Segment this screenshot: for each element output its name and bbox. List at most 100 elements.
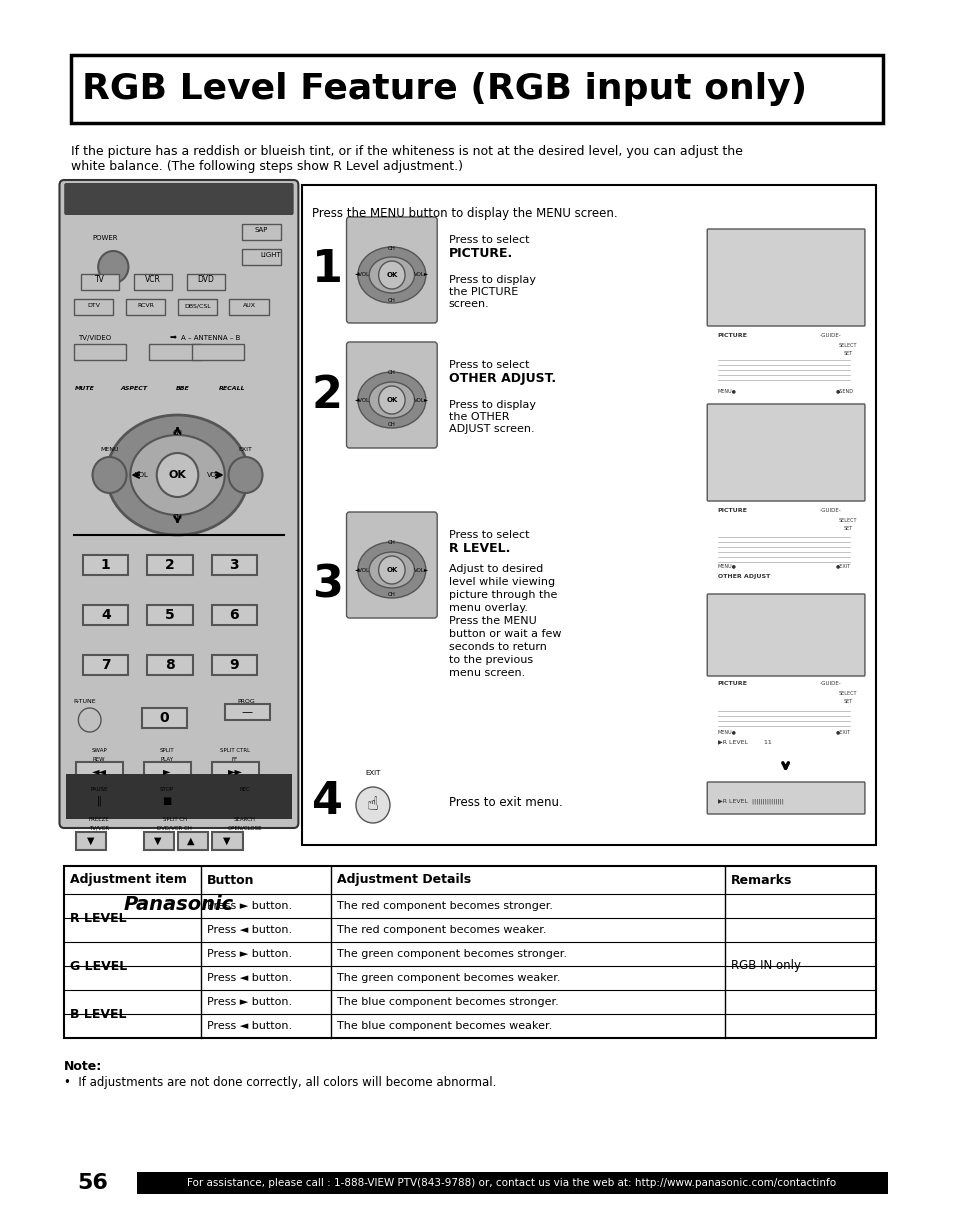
Text: Press the MENU: Press the MENU [448,616,536,627]
Text: OTHER ADJUST: OTHER ADJUST [717,574,769,578]
Text: SET: SET [842,527,852,531]
Text: 4: 4 [312,781,342,823]
Text: ●EXIT: ●EXIT [835,563,850,568]
Text: -GUIDE-: -GUIDE- [820,333,841,337]
Text: TV/VCR: TV/VCR [89,825,109,830]
Text: Press to select: Press to select [448,235,529,245]
Bar [147,605,193,625]
Text: ◄◄: ◄◄ [91,766,107,776]
Text: PLAY: PLAY [160,757,173,762]
Text: Press ► button.: Press ► button. [207,901,292,911]
Text: FF: FF [232,757,238,762]
Bar [241,249,281,265]
Text: ▼: ▼ [153,836,161,846]
Text: 3: 3 [229,558,239,572]
Text: Adjust to desired: Adjust to desired [448,564,542,574]
Text: CH: CH [388,370,395,376]
Ellipse shape [131,435,225,515]
Bar [78,792,126,810]
Text: button or wait a few: button or wait a few [448,629,560,639]
Circle shape [378,386,405,415]
Circle shape [355,787,390,823]
Text: SELECT: SELECT [838,690,857,696]
Text: Press to select: Press to select [448,360,529,370]
Bar [177,831,208,850]
FancyBboxPatch shape [59,180,298,828]
Text: 1: 1 [312,248,342,292]
Text: ▶R LEVEL  |||||||||||||||: ▶R LEVEL ||||||||||||||| [717,799,782,805]
Text: The blue component becomes stronger.: The blue component becomes stronger. [336,997,558,1007]
Text: EXIT: EXIT [365,770,380,776]
Text: TV: TV [95,275,105,284]
Bar [75,762,123,780]
Text: SWAP: SWAP [91,748,107,753]
Text: R-TUNE: R-TUNE [73,699,96,704]
FancyBboxPatch shape [706,404,864,501]
Text: Note:: Note: [64,1060,102,1072]
Text: PAUSE: PAUSE [91,787,108,792]
Ellipse shape [357,542,425,598]
Text: ADJUST screen.: ADJUST screen. [448,424,534,434]
Text: EXIT: EXIT [238,447,253,452]
Circle shape [378,556,405,584]
Text: Panasonic: Panasonic [124,895,233,915]
Bar [143,762,191,780]
FancyBboxPatch shape [706,594,864,676]
Text: Press to display: Press to display [448,400,535,410]
Bar [64,866,876,1038]
Text: The red component becomes stronger.: The red component becomes stronger. [336,901,553,911]
Bar [214,792,261,810]
Circle shape [230,795,240,807]
Bar [192,343,243,360]
Text: The red component becomes weaker.: The red component becomes weaker. [336,925,546,935]
Text: SAP: SAP [254,227,268,233]
Text: RGB IN only: RGB IN only [730,959,800,972]
Text: CH: CH [388,246,395,251]
Text: Remarks: Remarks [730,874,791,887]
Text: Press ◄ button.: Press ◄ button. [207,972,292,983]
Bar [213,831,242,850]
Text: LIGHT: LIGHT [260,252,281,258]
Bar [81,274,119,290]
Text: ◄VOL: ◄VOL [355,398,370,402]
Bar [143,831,173,850]
Text: ◄VOL: ◄VOL [355,272,370,277]
Text: SEARCH: SEARCH [233,817,255,822]
Text: the OTHER: the OTHER [448,412,509,422]
Text: VOL►: VOL► [414,398,428,402]
Text: AUX: AUX [242,302,255,308]
Text: POWER: POWER [92,235,118,241]
Text: 8: 8 [165,658,174,672]
Bar [147,556,193,575]
Text: PICTURE: PICTURE [717,509,747,513]
Text: ‖: ‖ [96,795,101,806]
Text: G LEVEL: G LEVEL [70,959,127,972]
Text: -GUIDE-: -GUIDE- [820,509,841,513]
Text: 56: 56 [77,1172,108,1193]
Ellipse shape [107,415,248,535]
Bar [212,656,256,675]
Bar [212,762,258,780]
Text: PICTURE.: PICTURE. [448,247,512,260]
Text: 9: 9 [229,658,239,672]
Text: Press to exit menu.: Press to exit menu. [448,795,561,809]
Text: STOP: STOP [160,787,174,792]
Text: Adjustment Details: Adjustment Details [336,874,471,887]
Bar [149,343,201,360]
Text: The green component becomes weaker.: The green component becomes weaker. [336,972,560,983]
Text: the PICTURE: the PICTURE [448,287,517,296]
Bar [126,299,165,315]
Text: MENU●: MENU● [717,729,736,734]
Text: Press ► button.: Press ► button. [207,950,292,959]
Bar [141,709,187,728]
Text: BBE: BBE [176,386,190,390]
FancyBboxPatch shape [706,782,864,815]
Text: B LEVEL: B LEVEL [70,1007,126,1021]
Bar [146,792,193,810]
Text: ■: ■ [162,797,172,806]
Text: SET: SET [842,351,852,355]
FancyBboxPatch shape [64,183,294,214]
Text: ◄VOL: ◄VOL [355,568,370,572]
Bar [66,774,292,819]
Text: CH: CH [172,515,182,521]
